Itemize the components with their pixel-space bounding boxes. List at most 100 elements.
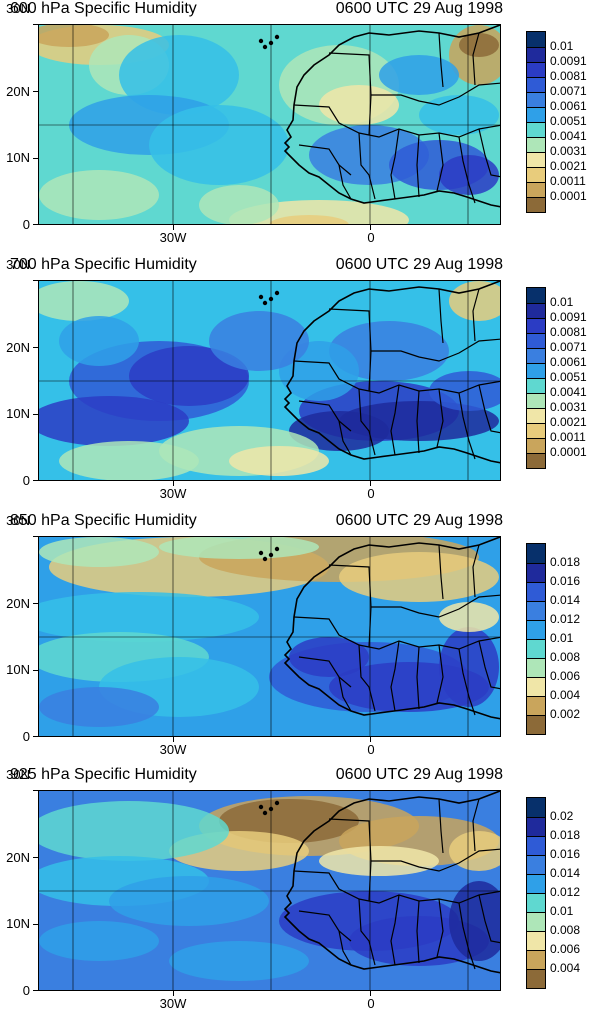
colorbar-label: 0.012 [550,885,581,899]
island [274,290,280,296]
humidity-contour-region [149,105,289,185]
colorbar-label: 0.004 [550,688,581,702]
y-tick-mark [33,857,38,858]
colorbar-swatch [527,318,545,333]
colorbar-swatch [527,32,545,47]
colorbar-label: 0.0001 [550,445,587,459]
y-tick-label: 20N [6,340,30,355]
country-border [390,894,400,966]
colorbar-label: 0.0071 [550,340,587,354]
colorbar-swatch [527,582,545,601]
panel-time: 0600 UTC 29 Aug 1998 [335,0,503,17]
colorbar-swatch [527,453,545,468]
country-border [438,544,444,600]
country-border [390,128,400,200]
y-tick-label: 10N [6,406,30,421]
colorbar-label: 0.016 [550,574,581,588]
country-border [338,930,352,966]
country-border [472,798,480,852]
country-border [472,32,480,86]
colorbar-label: 0.0091 [550,54,587,68]
colorbar-label: 0.0011 [550,430,586,444]
y-tick-label: 0 [22,217,30,232]
colorbar-swatch [527,639,545,658]
colorbar-label: 0.0021 [550,159,587,173]
country-border [338,164,352,200]
coastline [283,537,500,720]
colorbar-swatch [527,658,545,677]
colorbar-swatch [527,288,545,303]
y-tick-label: 10N [6,150,30,165]
colorbar-label: 0.0061 [550,355,587,369]
humidity-contour-region [439,155,499,195]
colorbar-label: 0.006 [550,669,581,683]
colorbar-label: 0.004 [550,961,581,975]
x-tick-mark [370,991,371,996]
colorbar-label: 0.002 [550,707,581,721]
country-border [371,82,500,106]
y-tick-label: 0 [22,473,30,488]
humidity-contour-region [39,592,259,642]
panel-title: 700 hPa Specific Humidity [10,256,197,273]
colorbar-label: 0.0091 [550,310,587,324]
colorbar-label: 0.0031 [550,400,587,414]
x-tick-label: 0 [367,742,375,757]
humidity-contour-region [39,25,109,47]
y-tick-mark [33,536,38,537]
panel-title: 850 hPa Specific Humidity [10,512,197,529]
colorbar-swatch [527,167,545,182]
x-tick-label: 30W [159,742,187,757]
country-border [436,132,444,192]
humidity-contour-region [319,85,399,125]
colorbar-swatch [527,969,545,988]
y-tick-label: 20N [6,84,30,99]
y-tick-mark [33,24,38,25]
country-border [338,420,352,456]
colorbar-swatch [527,677,545,696]
humidity-contour-region [289,411,389,451]
x-tick-label: 30W [159,996,187,1011]
y-tick-mark [33,670,38,671]
coastline [283,791,500,974]
country-border [371,848,500,872]
colorbar-swatch [527,912,545,931]
colorbar-label: 0.0051 [550,114,587,128]
island [262,300,268,306]
country-border [358,644,376,712]
colorbar-swatch [527,798,545,817]
panel-time: 0600 UTC 29 Aug 1998 [335,766,503,783]
map-plot [38,790,501,991]
y-tick-label: 0 [22,983,30,998]
humidity-contour-region [379,55,459,95]
humidity-contour-region [39,170,159,220]
colorbar-swatch [527,333,545,348]
island [258,38,264,44]
colorbar [526,287,546,469]
map-svg [39,791,500,990]
humidity-contour-region [109,876,269,926]
country-border [416,390,420,454]
country-border [472,544,480,598]
y-tick-label: 20N [6,596,30,611]
colorbar-label: 0.0051 [550,370,587,384]
island [274,800,280,806]
y-tick-mark [33,790,38,791]
humidity-contour-region [419,95,499,135]
country-border [416,646,420,710]
map-plot [38,24,501,225]
panel-time: 0600 UTC 29 Aug 1998 [335,512,503,529]
colorbar-label: 0.006 [550,942,581,956]
colorbar-swatch [527,817,545,836]
colorbar-label: 0.0031 [550,144,587,158]
colorbar-swatch [527,408,545,423]
colorbar-swatch [527,931,545,950]
country-border [478,894,500,944]
colorbar-label: 0.014 [550,593,581,607]
colorbar-label: 0.01 [550,295,574,309]
island [262,44,268,50]
country-border [338,676,352,712]
country-border [472,288,480,342]
colorbar-swatch [527,393,545,408]
island [274,34,280,40]
panel-title: 600 hPa Specific Humidity [10,0,197,17]
